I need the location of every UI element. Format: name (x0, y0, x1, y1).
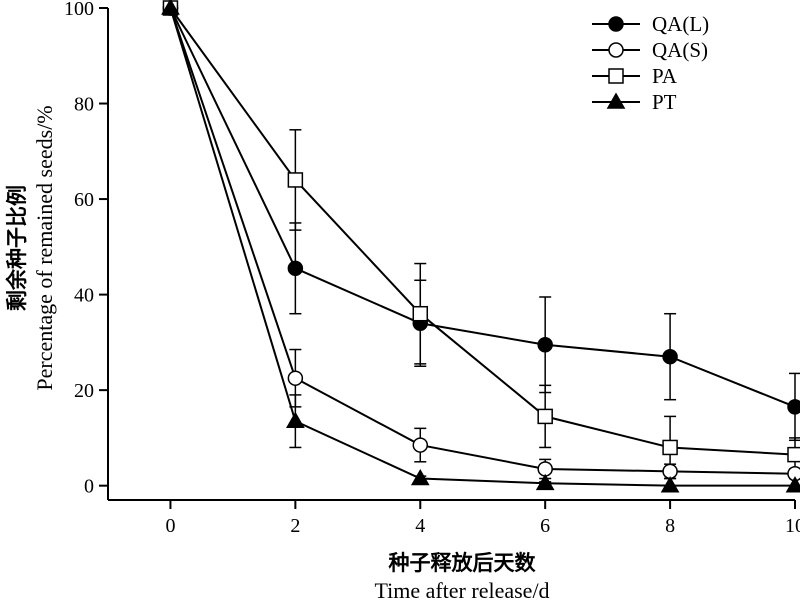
legend-marker (608, 42, 624, 58)
data-point-pt (286, 411, 305, 428)
x-ticks: 0 2 4 6 8 10 (165, 500, 800, 537)
legend-item-pt: PT (592, 90, 677, 114)
x-tick-label: 8 (665, 515, 675, 537)
x-tick-label: 6 (540, 515, 550, 537)
series-markers (161, 0, 800, 493)
legend-marker (608, 68, 624, 84)
data-point-pa (412, 305, 429, 322)
legend-label: QA(S) (652, 38, 708, 62)
x-tick-label: 4 (415, 515, 425, 537)
error-bars (289, 129, 800, 486)
series-layer (161, 0, 800, 493)
series-line-qa-l (169, 7, 796, 408)
legend-item-pa: PA (592, 64, 678, 88)
legend-label: QA(L) (652, 12, 709, 36)
x-tick-label: 10 (785, 515, 800, 537)
legend-item-qa-l: QA(L) (592, 12, 709, 36)
data-point-pa (787, 446, 800, 463)
legend-label: PT (652, 90, 677, 114)
data-point-pt (785, 476, 800, 493)
y-ticks: 0 20 40 60 80 100 (64, 0, 108, 498)
axes (107, 8, 795, 501)
y-tick-label: 60 (74, 189, 94, 211)
x-tick-label: 2 (290, 515, 300, 537)
y-tick-label: 40 (74, 285, 94, 307)
data-point-pt (660, 476, 680, 493)
legend-label: PA (652, 64, 678, 88)
data-point-pa (537, 408, 553, 425)
x-axis-title-cn: 种子释放后天数 (388, 551, 537, 575)
y-tick-label: 20 (74, 380, 94, 402)
data-point-qa-s (287, 370, 304, 386)
data-point-qa-s (412, 437, 429, 453)
data-point-pt (535, 473, 555, 491)
data-point-qa-l (537, 337, 553, 353)
y-tick-label: 0 (84, 476, 94, 498)
series-line-pa (169, 7, 796, 456)
x-tick-label: 0 (165, 515, 175, 537)
y-tick-label: 100 (64, 0, 94, 20)
series-line-pt (169, 7, 795, 487)
series-lines (169, 7, 796, 487)
legend-item-qa-s: QA(S) (592, 38, 708, 62)
data-point-pa (662, 439, 678, 456)
y-tick-label: 80 (74, 94, 94, 116)
data-point-qa-l (787, 399, 800, 415)
x-axis-title-en: Time after release/d (374, 578, 549, 603)
data-point-pa (287, 172, 304, 188)
data-point-qa-l (662, 348, 678, 365)
data-point-qa-l (287, 260, 304, 277)
y-axis-title-cn: 剩余种子比例 (5, 185, 29, 311)
data-point-pt (161, 0, 180, 15)
legend-marker (608, 16, 624, 32)
legend-marker (606, 92, 626, 109)
y-axis-title-en: Percentage of remained seeds/% (32, 105, 57, 390)
data-point-pt (410, 468, 430, 486)
series-line-qa-s (169, 7, 796, 475)
